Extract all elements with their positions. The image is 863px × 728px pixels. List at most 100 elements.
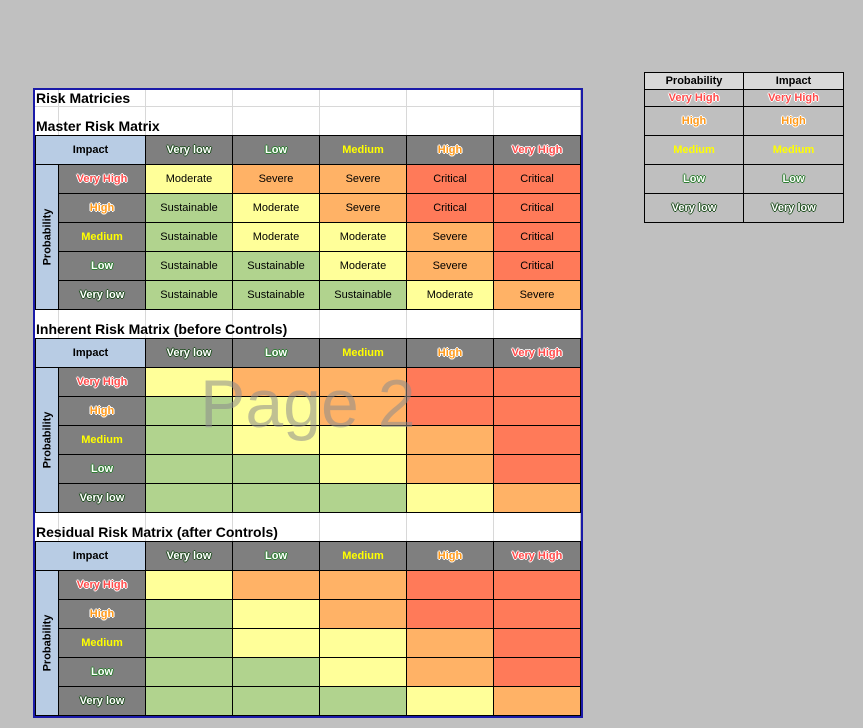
risk-cell[interactable]	[232, 657, 320, 687]
risk-cell[interactable]	[319, 657, 407, 687]
risk-cell[interactable]	[232, 425, 320, 455]
impact-header[interactable]: Impact	[35, 541, 146, 571]
impact-level-medium[interactable]: Medium	[319, 541, 407, 571]
risk-cell[interactable]	[145, 454, 233, 484]
risk-cell[interactable]: Moderate	[319, 251, 407, 281]
risk-cell[interactable]	[232, 483, 320, 513]
risk-cell[interactable]	[232, 454, 320, 484]
risk-cell[interactable]	[406, 396, 494, 426]
risk-cell[interactable]	[406, 454, 494, 484]
risk-cell[interactable]: Severe	[493, 280, 581, 310]
probability-level-very-low[interactable]: Very low	[58, 483, 146, 513]
risk-cell[interactable]	[319, 686, 407, 716]
legend-level-very-high[interactable]: Very High	[743, 89, 844, 107]
impact-level-low[interactable]: Low	[232, 541, 320, 571]
risk-cell[interactable]	[145, 628, 233, 658]
legend-level-very-low[interactable]: Very low	[743, 193, 844, 223]
risk-cell[interactable]	[319, 367, 407, 397]
risk-cell[interactable]	[493, 628, 581, 658]
risk-cell[interactable]	[232, 367, 320, 397]
legend-level-very-low[interactable]: Very low	[644, 193, 744, 223]
impact-level-very-high[interactable]: Very High	[493, 135, 581, 165]
probability-level-low[interactable]: Low	[58, 251, 146, 281]
risk-cell[interactable]	[319, 483, 407, 513]
risk-cell[interactable]	[319, 599, 407, 629]
risk-cell[interactable]: Moderate	[232, 222, 320, 252]
risk-cell[interactable]: Severe	[319, 193, 407, 223]
risk-cell[interactable]	[406, 570, 494, 600]
risk-cell[interactable]	[493, 686, 581, 716]
risk-cell[interactable]: Sustainable	[145, 280, 233, 310]
probability-level-very-low[interactable]: Very low	[58, 280, 146, 310]
risk-cell[interactable]	[145, 483, 233, 513]
risk-cell[interactable]	[145, 599, 233, 629]
legend-level-low[interactable]: Low	[743, 164, 844, 194]
impact-level-very-low[interactable]: Very low	[145, 541, 233, 571]
risk-cell[interactable]: Sustainable	[232, 251, 320, 281]
impact-level-high[interactable]: High	[406, 135, 494, 165]
risk-cell[interactable]	[145, 425, 233, 455]
impact-level-low[interactable]: Low	[232, 135, 320, 165]
risk-cell[interactable]	[406, 599, 494, 629]
risk-cell[interactable]	[493, 425, 581, 455]
impact-header[interactable]: Impact	[35, 338, 146, 368]
risk-cell[interactable]	[145, 657, 233, 687]
impact-level-high[interactable]: High	[406, 338, 494, 368]
probability-level-medium[interactable]: Medium	[58, 222, 146, 252]
risk-cell[interactable]: Severe	[406, 251, 494, 281]
risk-cell[interactable]	[232, 628, 320, 658]
risk-cell[interactable]: Sustainable	[319, 280, 407, 310]
impact-level-very-high[interactable]: Very High	[493, 541, 581, 571]
risk-cell[interactable]	[232, 686, 320, 716]
risk-cell[interactable]: Critical	[493, 222, 581, 252]
impact-level-very-low[interactable]: Very low	[145, 338, 233, 368]
impact-level-very-low[interactable]: Very low	[145, 135, 233, 165]
risk-cell[interactable]: Severe	[319, 164, 407, 194]
risk-cell[interactable]: Severe	[232, 164, 320, 194]
probability-level-very-high[interactable]: Very High	[58, 164, 146, 194]
risk-cell[interactable]	[232, 396, 320, 426]
risk-cell[interactable]	[493, 657, 581, 687]
impact-header[interactable]: Impact	[35, 135, 146, 165]
legend-level-high[interactable]: High	[644, 106, 744, 136]
impact-level-medium[interactable]: Medium	[319, 135, 407, 165]
impact-level-low[interactable]: Low	[232, 338, 320, 368]
probability-level-high[interactable]: High	[58, 193, 146, 223]
risk-cell[interactable]: Critical	[406, 193, 494, 223]
probability-level-very-high[interactable]: Very High	[58, 367, 146, 397]
legend-level-high[interactable]: High	[743, 106, 844, 136]
risk-cell[interactable]: Sustainable	[145, 193, 233, 223]
impact-level-medium[interactable]: Medium	[319, 338, 407, 368]
legend-level-medium[interactable]: Medium	[743, 135, 844, 165]
risk-cell[interactable]	[145, 367, 233, 397]
risk-cell[interactable]	[493, 454, 581, 484]
risk-cell[interactable]	[145, 396, 233, 426]
risk-cell[interactable]: Sustainable	[232, 280, 320, 310]
legend-level-very-high[interactable]: Very High	[644, 89, 744, 107]
risk-cell[interactable]	[319, 628, 407, 658]
risk-cell[interactable]: Moderate	[145, 164, 233, 194]
risk-cell[interactable]	[145, 570, 233, 600]
risk-cell[interactable]	[319, 570, 407, 600]
risk-cell[interactable]	[319, 454, 407, 484]
risk-cell[interactable]: Critical	[493, 164, 581, 194]
impact-level-very-high[interactable]: Very High	[493, 338, 581, 368]
probability-level-medium[interactable]: Medium	[58, 425, 146, 455]
probability-level-low[interactable]: Low	[58, 454, 146, 484]
risk-cell[interactable]	[406, 367, 494, 397]
risk-cell[interactable]: Sustainable	[145, 251, 233, 281]
probability-level-high[interactable]: High	[58, 599, 146, 629]
risk-cell[interactable]	[406, 628, 494, 658]
risk-cell[interactable]	[493, 367, 581, 397]
risk-cell[interactable]	[145, 686, 233, 716]
risk-cell[interactable]: Moderate	[406, 280, 494, 310]
impact-level-high[interactable]: High	[406, 541, 494, 571]
risk-cell[interactable]: Moderate	[319, 222, 407, 252]
risk-cell[interactable]	[406, 686, 494, 716]
probability-level-medium[interactable]: Medium	[58, 628, 146, 658]
risk-cell[interactable]: Critical	[493, 193, 581, 223]
risk-cell[interactable]	[319, 396, 407, 426]
risk-cell[interactable]	[319, 425, 407, 455]
risk-cell[interactable]	[406, 425, 494, 455]
risk-cell[interactable]: Severe	[406, 222, 494, 252]
